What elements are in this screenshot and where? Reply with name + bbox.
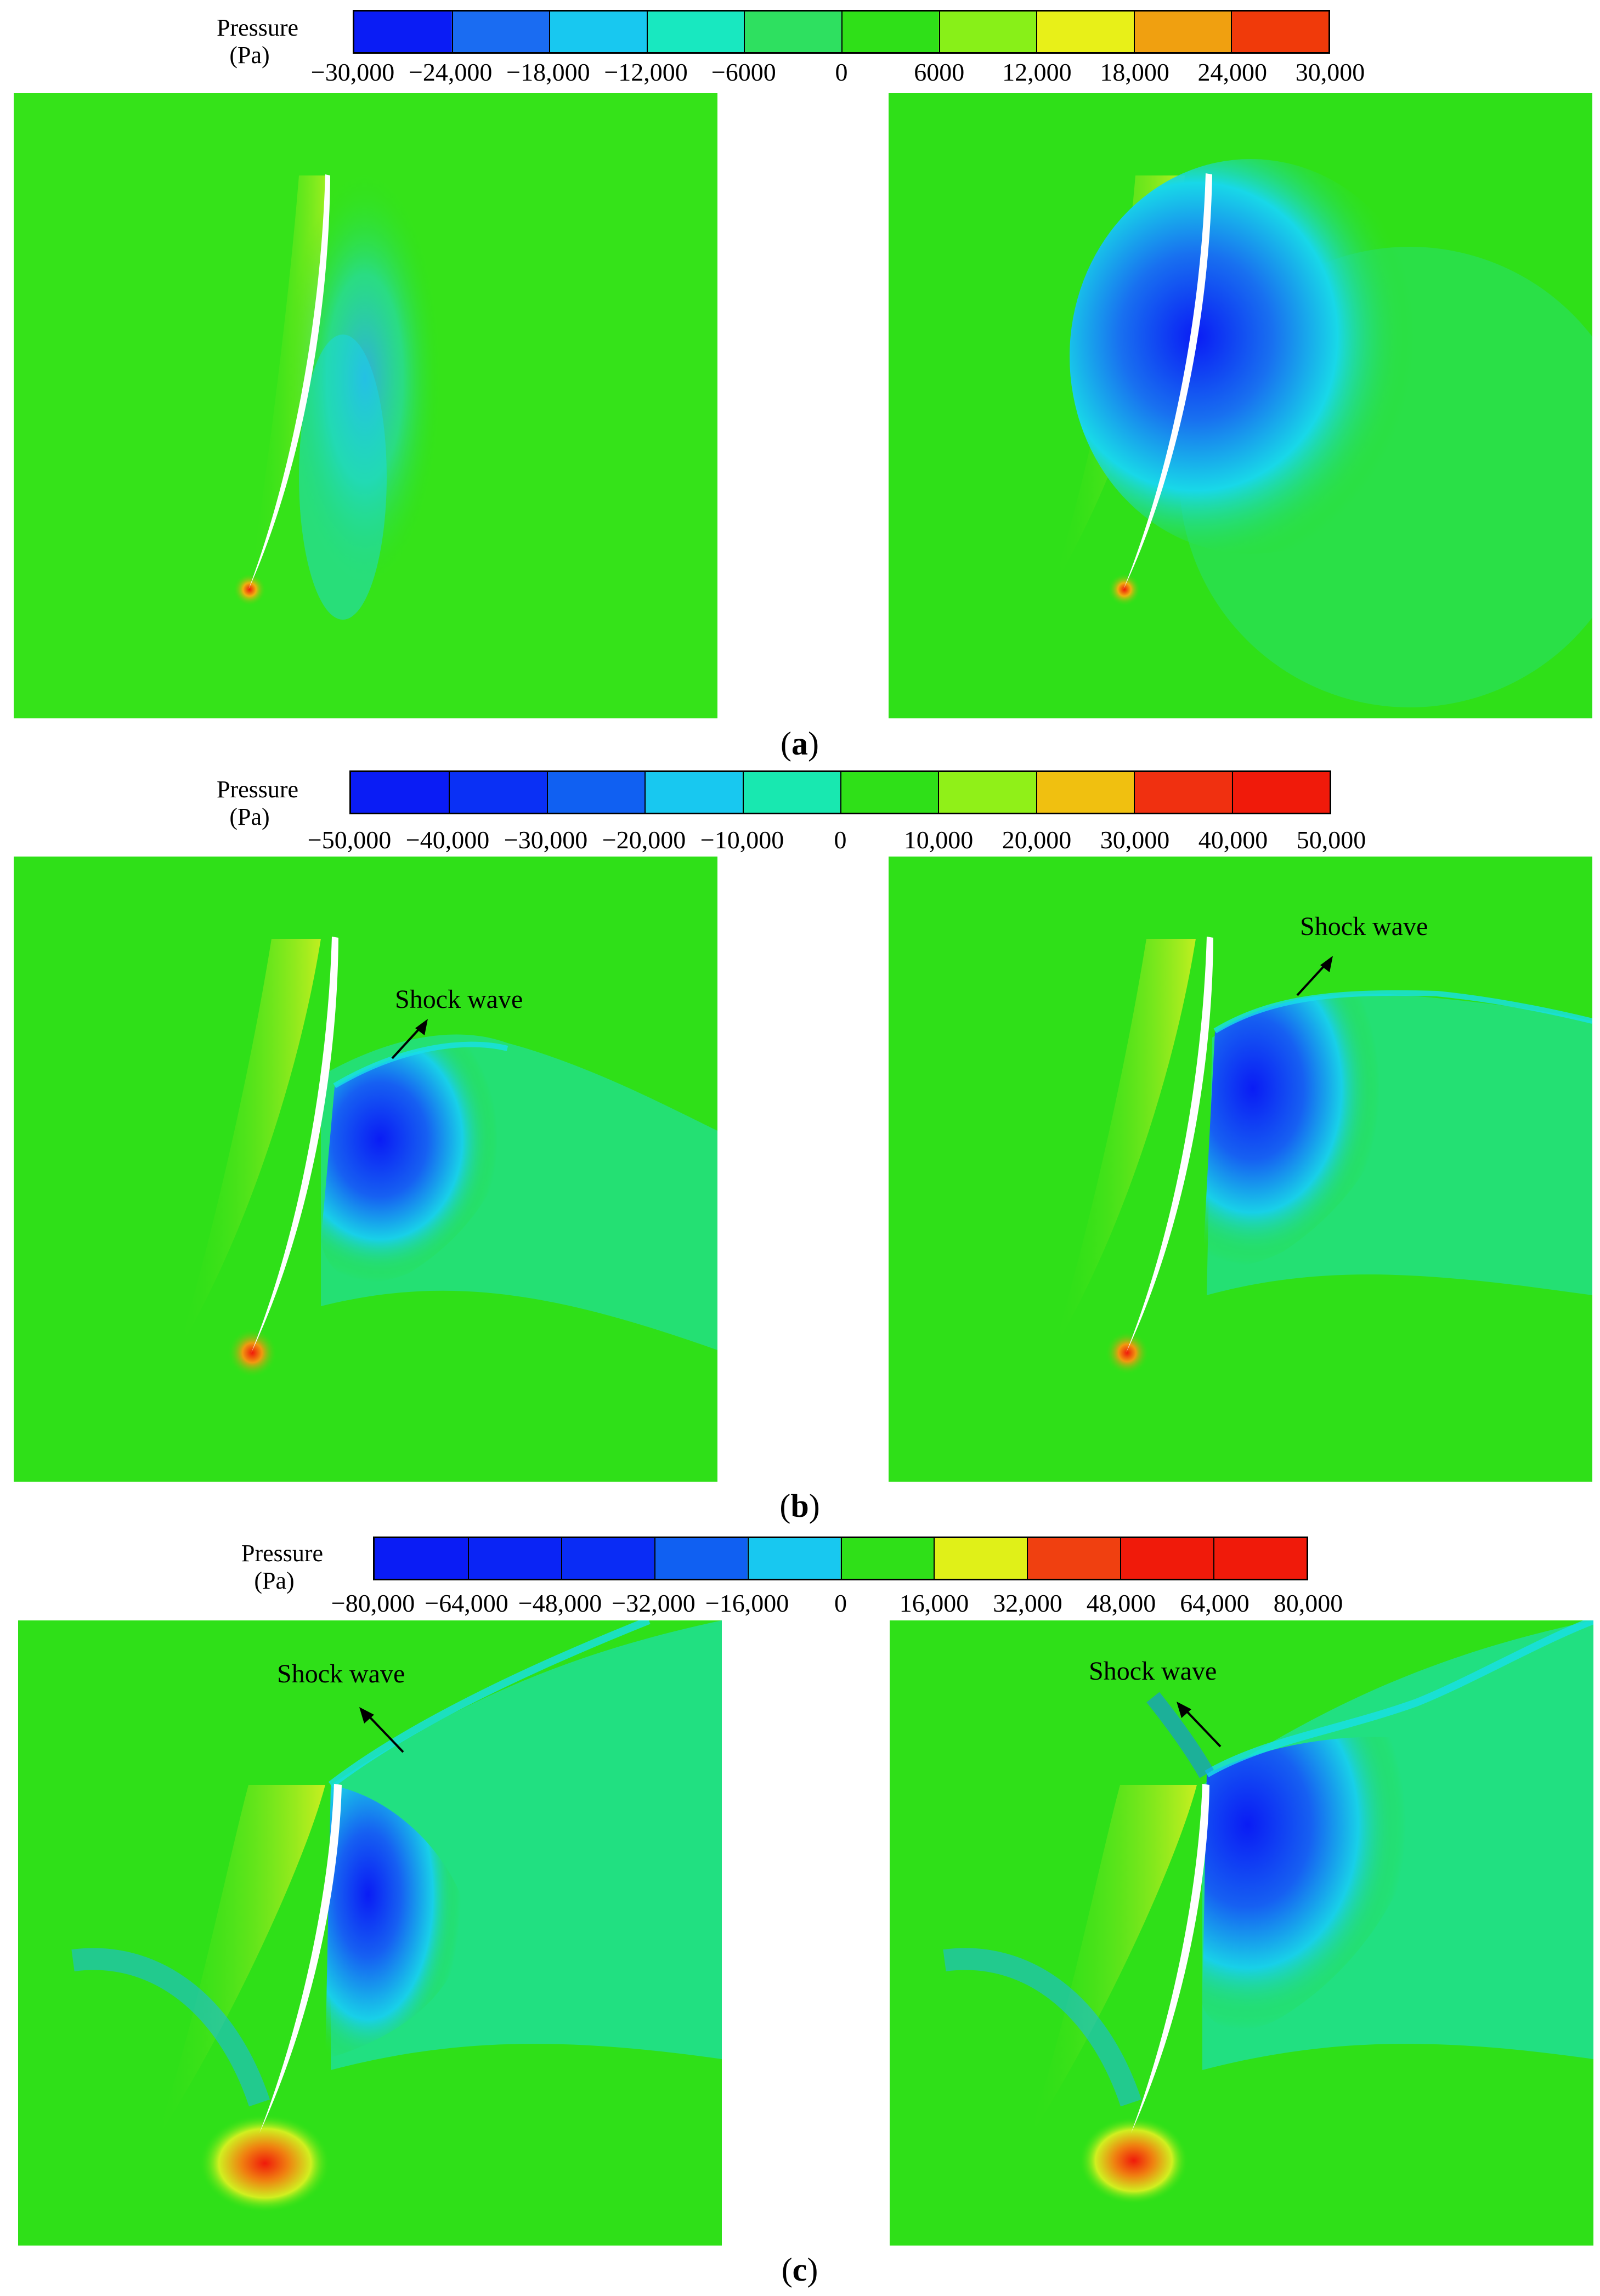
shock-wave-annotation: Shock wave: [395, 985, 523, 1014]
colorbar-tick-label: 24,000: [1197, 58, 1268, 86]
subfigure-label: (c): [781, 2252, 818, 2288]
colorbar-tick-label: 6000: [914, 58, 965, 86]
colorbar-divider: [747, 1538, 749, 1579]
colorbar-divider: [840, 1538, 842, 1579]
pressure-contour-panel-left: [14, 93, 717, 718]
colorbar-tick-label: 40,000: [1198, 826, 1268, 854]
colorbar-tick-label: 0: [835, 58, 848, 86]
colorbar-divider: [1134, 772, 1135, 813]
colorbar-divider: [841, 12, 843, 52]
colorbar-tick-label: −12,000: [604, 58, 688, 86]
pressure-colorbar: [373, 1537, 1308, 1580]
colorbar-divider: [934, 1538, 935, 1579]
colorbar-title: Pressure (Pa): [217, 776, 299, 830]
pressure-colorbar: [349, 770, 1331, 814]
colorbar-tick-label: 48,000: [1086, 1589, 1156, 1617]
colorbar-tick-label: −10,000: [700, 826, 784, 854]
colorbar-ticks: −50,000 −40,000 −30,000 −20,000 −10,000 0 10,0…: [308, 825, 1366, 858]
colorbar-divider: [938, 772, 940, 813]
pressure-contour-panel-right: [889, 857, 1592, 1482]
colorbar-tick-label: −64,000: [425, 1589, 508, 1617]
colorbar-divider: [1036, 772, 1037, 813]
shock-wave-arrow: [391, 1019, 428, 1059]
colorbar-tick-label: 18,000: [1100, 58, 1169, 86]
shock-wave-annotation: Shock wave: [277, 1659, 405, 1688]
pressure-contour-panel-right: [889, 93, 1592, 718]
shock-wave-annotation: Shock wave: [1300, 912, 1428, 941]
colorbar-divider: [742, 772, 744, 813]
colorbar-divider: [546, 772, 548, 813]
colorbar-tick-label: 12,000: [1002, 58, 1072, 86]
colorbar-tick-label: 80,000: [1273, 1589, 1343, 1617]
pressure-contour-panel-right: [890, 1620, 1593, 2246]
colorbar-tick-label: 0: [834, 826, 847, 854]
colorbar-tick-label: 20,000: [1002, 826, 1072, 854]
shock-wave-arrow: [359, 1707, 404, 1753]
colorbar-divider: [561, 1538, 562, 1579]
colorbar-divider: [744, 12, 745, 52]
colorbar-tick-label: −6000: [711, 58, 776, 86]
colorbar-divider: [1133, 12, 1135, 52]
colorbar-divider: [1120, 1538, 1122, 1579]
colorbar-tick-label: 16,000: [899, 1589, 969, 1617]
colorbar-tick-label: 10,000: [903, 826, 974, 854]
colorbar-tick-label: 30,000: [1295, 58, 1365, 86]
colorbar-tick-label: −24,000: [408, 58, 493, 86]
shock-wave-arrow: [1177, 1702, 1222, 1748]
colorbar-divider: [840, 772, 841, 813]
colorbar-tick-label: −16,000: [705, 1589, 789, 1617]
subfigure-label: (a): [781, 725, 819, 762]
shock-wave-arrow: [1296, 956, 1333, 996]
colorbar-divider: [644, 772, 646, 813]
colorbar-divider: [549, 12, 551, 52]
colorbar-divider: [1231, 12, 1232, 52]
colorbar-tick-label: 30,000: [1100, 826, 1170, 854]
colorbar-divider: [654, 1538, 655, 1579]
colorbar-tick-label: 0: [834, 1589, 847, 1617]
colorbar-tick-label: −18,000: [506, 58, 590, 86]
colorbar-tick-label: −50,000: [307, 826, 392, 854]
colorbar-tick-label: 50,000: [1296, 826, 1366, 854]
colorbar-divider: [646, 12, 648, 52]
colorbar-divider: [451, 12, 453, 52]
colorbar-tick-label: 32,000: [993, 1589, 1062, 1617]
colorbar-tick-label: −48,000: [518, 1589, 602, 1617]
colorbar-divider: [1231, 772, 1233, 813]
colorbar-tick-label: −40,000: [405, 826, 490, 854]
pressure-contour-panel-left: [18, 1620, 722, 2246]
colorbar-tick-label: −80,000: [331, 1589, 415, 1617]
colorbar-tick-label: 64,000: [1180, 1589, 1250, 1617]
colorbar-title: Pressure (Pa): [217, 14, 299, 69]
colorbar-ticks: −30,000 −24,000 −18,000 −12,000 −6000 0 6000 12…: [311, 58, 1365, 90]
colorbar-divider: [1036, 12, 1038, 52]
colorbar-divider: [467, 1538, 469, 1579]
colorbar-divider: [938, 12, 940, 52]
colorbar-tick-label: −30,000: [310, 58, 395, 86]
colorbar-tick-label: −30,000: [504, 826, 588, 854]
colorbar-tick-label: −32,000: [612, 1589, 696, 1617]
colorbar-tick-label: −20,000: [602, 826, 686, 854]
colorbar-title: Pressure (Pa): [241, 1540, 324, 1594]
colorbar-ticks: −80,000 −64,000 −48,000 −32,000 −16,000 0 16,0…: [331, 1589, 1343, 1622]
colorbar-divider: [1213, 1538, 1215, 1579]
subfigure-label: (b): [779, 1488, 820, 1524]
pressure-contour-panel-left: [14, 857, 717, 1482]
colorbar-divider: [449, 772, 450, 813]
pressure-colorbar: [353, 10, 1330, 54]
shock-wave-annotation: Shock wave: [1089, 1657, 1217, 1686]
colorbar-divider: [1027, 1538, 1028, 1579]
